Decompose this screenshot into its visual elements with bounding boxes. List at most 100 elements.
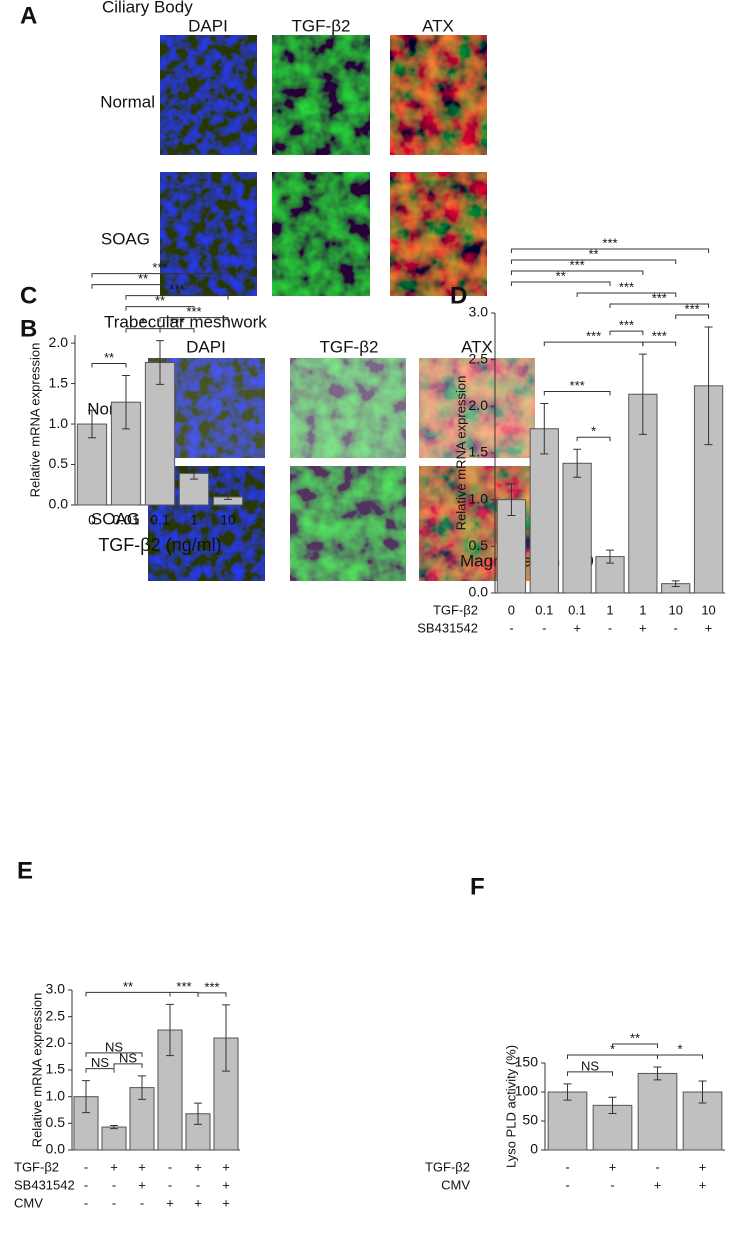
condition-value: - [84,1159,88,1174]
condition-value: + [222,1159,230,1174]
bar [637,1072,678,1151]
significance-bracket [567,1054,658,1060]
significance-bracket [125,328,161,333]
y-tick-label: 0.5 [49,455,69,471]
condition-value: - [112,1195,116,1210]
panel-label: B [20,315,37,342]
bar [110,401,142,506]
panel-label: C [20,282,37,309]
significance-label: *** [619,318,634,333]
significance-bracket [642,341,677,347]
error-bar [573,448,582,478]
significance-label: *** [176,979,191,994]
condition-name: CMV [14,1195,43,1210]
y-tick-label: 2.5 [46,1007,66,1023]
significance-label: *** [619,279,634,294]
significance-bracket [125,306,195,311]
error-bar [638,353,647,435]
significance-label: * [140,315,145,330]
significance-bracket [675,314,710,319]
bar [529,428,559,594]
significance-bracket [576,292,677,297]
significance-label: * [591,424,596,439]
condition-value: - [168,1159,172,1174]
column-header: DAPI [188,16,228,35]
significance-label: *** [602,235,617,250]
condition-value: + [166,1195,174,1210]
micrograph [390,172,487,296]
error-bar [698,1080,707,1104]
condition-value: - [610,1177,614,1192]
significance-label: NS [581,1058,599,1073]
significance-bracket [567,1071,613,1076]
micrograph [272,172,370,296]
error-bar [671,580,680,587]
condition-value: 0.1 [568,602,586,617]
condition-name: TGF-β2 [425,1159,470,1174]
significance-bracket [609,303,710,308]
condition-value: - [655,1159,659,1174]
significance-bracket [113,1063,143,1068]
error-bar [88,409,96,439]
significance-label: NS [119,1050,137,1065]
panel-label: F [470,873,485,900]
x-axis-label: TGF-β2 (ng/ml) [98,535,221,555]
significance-bracket [85,1068,115,1073]
y-tick-label: 0.0 [49,496,69,512]
condition-name: CMV [441,1177,470,1192]
y-tick-label: 150 [515,1054,539,1070]
y-tick-label: 2.0 [46,1034,66,1050]
condition-value: + [222,1195,230,1210]
significance-bracket [609,330,644,336]
x-tick-label: 10 [220,512,236,528]
x-tick-label: 0 [88,512,96,528]
error-bar [194,1102,202,1125]
significance-label: *** [570,378,585,393]
y-tick-label: 0.5 [469,537,489,553]
bar [185,1113,211,1151]
y-tick-label: 0.0 [469,584,489,600]
condition-value: + [699,1159,707,1174]
significance-label: ** [556,268,566,283]
column-header: TGF-β2 [292,16,351,35]
bar [562,462,592,594]
condition-value: 1 [606,602,613,617]
significance-label: *** [652,290,667,305]
column-header: DAPI [186,337,226,356]
condition-value: + [222,1177,230,1192]
error-bar [704,326,713,446]
x-tick-label: 0.1 [150,512,170,528]
condition-value: 10 [701,602,715,617]
y-tick-label: 2.0 [469,397,489,413]
significance-label: *** [586,329,601,344]
significance-label: ** [589,246,599,261]
error-bar [82,1080,90,1114]
significance-label: ** [155,293,165,308]
y-tick-label: 1.5 [46,1061,66,1077]
row-label: Normal [100,92,155,111]
error-bar [540,403,549,455]
significance-label: * [677,1041,682,1056]
condition-value: - [84,1177,88,1192]
error-bar [166,1003,174,1057]
significance-label: NS [91,1055,109,1070]
y-tick-label: 2.5 [469,350,489,366]
y-tick-label: 2.0 [49,334,69,350]
y-tick-label: 1.5 [469,444,489,460]
condition-value: - [565,1177,569,1192]
condition-value: - [84,1195,88,1210]
significance-bracket [159,317,229,322]
error-bar [224,493,232,500]
significance-label: ** [123,979,133,994]
y-tick-label: 3.0 [46,981,66,997]
y-axis-label: Lyso PLD activity (%) [503,1045,518,1168]
micrograph [290,358,406,458]
condition-value: + [138,1159,146,1174]
significance-label: *** [186,304,201,319]
error-bar [156,340,164,385]
y-axis-label: Relative mRNA expression [27,343,42,498]
condition-value: - [112,1177,116,1192]
condition-value: - [140,1195,144,1210]
significance-bracket [85,991,171,997]
error-bar [608,1096,617,1114]
